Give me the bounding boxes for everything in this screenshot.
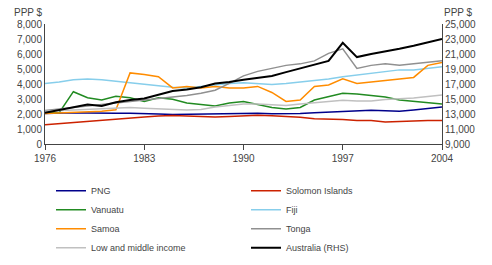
svg-text:7,000: 7,000 [17, 34, 42, 45]
svg-text:Fiji: Fiji [286, 205, 298, 215]
svg-text:23,000: 23,000 [445, 34, 476, 45]
svg-text:Samoa: Samoa [91, 224, 120, 234]
svg-text:13,000: 13,000 [445, 109, 476, 120]
svg-text:19,000: 19,000 [445, 64, 476, 75]
svg-text:1990: 1990 [232, 153, 255, 164]
svg-text:11,000: 11,000 [445, 124, 475, 135]
svg-text:Australia (RHS): Australia (RHS) [286, 243, 349, 253]
svg-text:6,000: 6,000 [17, 49, 42, 60]
svg-text:1997: 1997 [332, 153, 355, 164]
svg-text:PNG: PNG [91, 186, 111, 196]
svg-text:1976: 1976 [34, 153, 57, 164]
svg-text:8,000: 8,000 [17, 19, 42, 30]
svg-text:Tonga: Tonga [286, 224, 311, 234]
svg-text:15,000: 15,000 [445, 94, 476, 105]
svg-text:Solomon Islands: Solomon Islands [286, 186, 353, 196]
svg-text:2,000: 2,000 [17, 109, 42, 120]
svg-text:PPP $: PPP $ [14, 7, 43, 18]
svg-text:1983: 1983 [133, 153, 156, 164]
svg-text:Vanuatu: Vanuatu [91, 205, 124, 215]
svg-text:17,000: 17,000 [445, 79, 476, 90]
svg-text:2004: 2004 [431, 153, 454, 164]
svg-text:4,000: 4,000 [17, 79, 42, 90]
svg-text:3,000: 3,000 [17, 94, 42, 105]
svg-text:5,000: 5,000 [17, 64, 42, 75]
svg-text:0: 0 [36, 139, 42, 150]
svg-text:25,000: 25,000 [445, 19, 476, 30]
svg-text:PPP $: PPP $ [444, 7, 473, 18]
svg-text:9,000: 9,000 [445, 139, 470, 150]
svg-text:21,000: 21,000 [445, 49, 476, 60]
svg-text:Low and middle income: Low and middle income [91, 243, 186, 253]
svg-text:1,000: 1,000 [17, 124, 42, 135]
